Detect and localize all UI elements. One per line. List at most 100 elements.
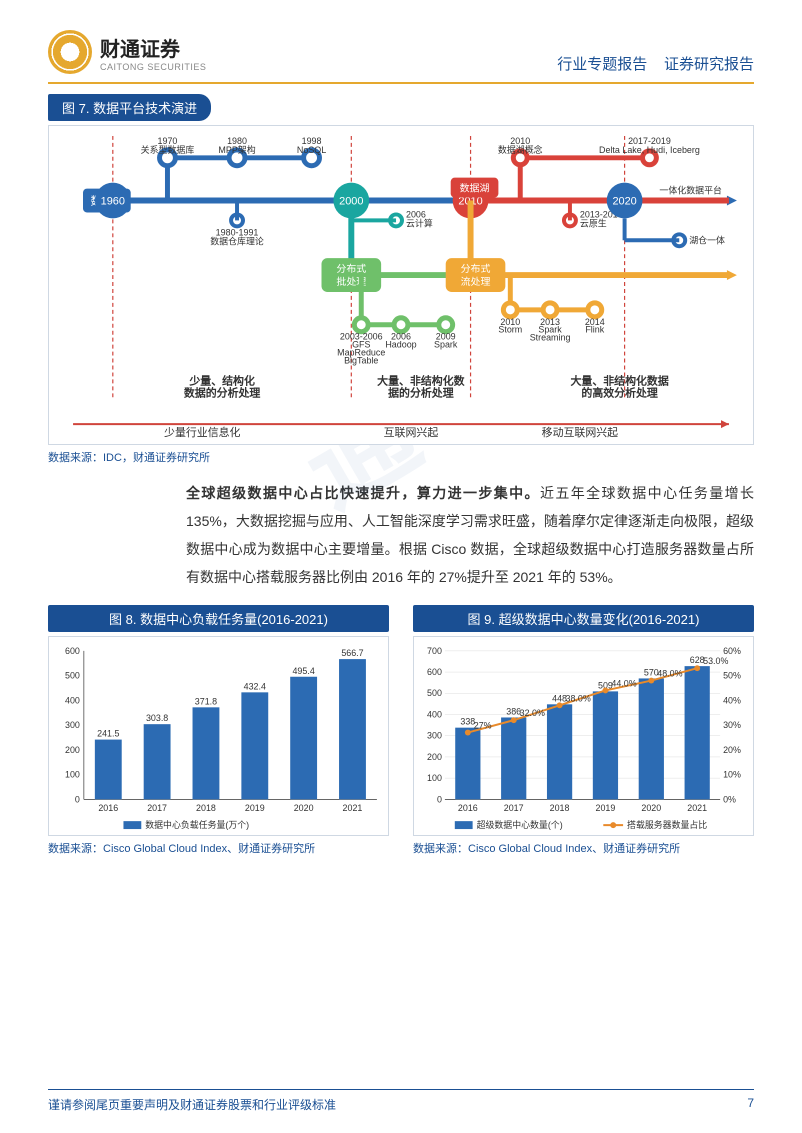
logo-block: 财通证券 CAITONG SECURITIES — [48, 30, 206, 74]
svg-text:0: 0 — [437, 794, 442, 804]
svg-text:0: 0 — [75, 794, 80, 804]
svg-text:53.0%: 53.0% — [703, 656, 728, 666]
svg-text:50%: 50% — [723, 671, 741, 681]
svg-text:1980-1991数据仓库理论: 1980-1991数据仓库理论 — [210, 227, 264, 246]
svg-text:200: 200 — [427, 752, 442, 762]
svg-text:2017: 2017 — [147, 803, 167, 813]
svg-text:1980MPP架构: 1980MPP架构 — [218, 136, 255, 155]
svg-text:2020: 2020 — [294, 803, 314, 813]
svg-text:432.4: 432.4 — [244, 681, 266, 691]
svg-text:2016: 2016 — [458, 803, 478, 813]
svg-text:100: 100 — [65, 770, 80, 780]
svg-text:2009Spark: 2009Spark — [434, 332, 458, 350]
svg-text:600: 600 — [65, 646, 80, 656]
svg-text:2017: 2017 — [504, 803, 524, 813]
svg-text:超级数据中心数量(个): 超级数据中心数量(个) — [477, 819, 563, 830]
svg-text:流处理: 流处理 — [461, 275, 491, 288]
svg-text:40%: 40% — [723, 695, 741, 705]
footer-rule — [48, 1089, 754, 1090]
svg-text:2018: 2018 — [196, 803, 216, 813]
svg-text:分布式: 分布式 — [461, 262, 491, 275]
svg-text:1960: 1960 — [101, 196, 125, 208]
svg-text:400: 400 — [427, 709, 442, 719]
svg-text:303.8: 303.8 — [146, 713, 168, 723]
svg-text:2013SparkStreaming: 2013SparkStreaming — [530, 317, 571, 343]
svg-text:2016: 2016 — [98, 803, 118, 813]
svg-text:大量、非结构化数据的分析处理: 大量、非结构化数据的分析处理 — [377, 373, 464, 399]
page-footer: 谨请参阅尾页重要声明及财通证券股票和行业评级标准 7 — [48, 1089, 754, 1113]
page-number: 7 — [747, 1096, 754, 1113]
svg-text:2006Hadoop: 2006Hadoop — [385, 332, 416, 350]
svg-text:500: 500 — [65, 671, 80, 681]
svg-text:分布式: 分布式 — [336, 262, 366, 275]
fig7-source: 数据来源：IDC，财通证券研究所 — [48, 449, 754, 465]
fig7-svg: 少量行业信息化 互联网兴起 移动互联网兴起 数据库 1970关系型数据库 198… — [49, 126, 753, 444]
fig9-source: 数据来源：Cisco Global Cloud Index、财通证券研究所 — [413, 840, 754, 856]
svg-text:湖仓一体: 湖仓一体 — [689, 234, 725, 245]
svg-text:少量、结构化数据的分析处理: 少量、结构化数据的分析处理 — [184, 373, 261, 399]
header-rule — [48, 82, 754, 84]
svg-text:一体化数据平台: 一体化数据平台 — [659, 185, 722, 196]
fig8-source: 数据来源：Cisco Global Cloud Index、财通证券研究所 — [48, 840, 389, 856]
svg-text:2010数据湖概念: 2010数据湖概念 — [498, 136, 543, 155]
two-chart-row: 图 8. 数据中心负载任务量(2016-2021) 0 100 200 300 400 5… — [48, 605, 754, 870]
svg-text:2003-2006GFSMapReduceBigTable: 2003-2006GFSMapReduceBigTable — [337, 332, 385, 366]
svg-text:1970关系型数据库: 1970关系型数据库 — [141, 136, 195, 155]
svg-text:300: 300 — [65, 720, 80, 730]
svg-text:2010Storm: 2010Storm — [498, 317, 522, 335]
svg-text:500: 500 — [427, 688, 442, 698]
svg-text:241.5: 241.5 — [97, 729, 119, 739]
svg-text:600: 600 — [427, 667, 442, 677]
header-right-2: 证券研究报告 — [664, 56, 754, 73]
svg-text:60%: 60% — [723, 646, 741, 656]
page-header: 财通证券 CAITONG SECURITIES 行业专题报告 证券研究报告 — [48, 30, 754, 74]
body-paragraph: 全球超级数据中心占比快速提升，算力进一步集中。近五年全球数据中心任务量增长 13… — [186, 479, 754, 591]
header-right: 行业专题报告 证券研究报告 — [557, 53, 754, 74]
fig9-col: 图 9. 超级数据中心数量变化(2016-2021) 0 100 200 300 400… — [413, 605, 754, 870]
svg-text:0%: 0% — [723, 794, 736, 804]
svg-text:371.8: 371.8 — [195, 696, 217, 706]
svg-text:700: 700 — [427, 646, 442, 656]
svg-text:数据湖: 数据湖 — [460, 182, 490, 195]
svg-text:20%: 20% — [723, 745, 741, 755]
fig9-chart: 0 100 200 300 400 500 600 700 0% 10% 20% 30% 40% 50% 6… — [413, 636, 754, 836]
svg-text:2014Flink: 2014Flink — [585, 317, 605, 335]
svg-text:少量行业信息化: 少量行业信息化 — [164, 425, 241, 439]
fig7-diagram: 少量行业信息化 互联网兴起 移动互联网兴起 数据库 1970关系型数据库 198… — [48, 125, 754, 445]
svg-text:2019: 2019 — [596, 803, 616, 813]
paragraph-bold: 全球超级数据中心占比快速提升，算力进一步集中。 — [186, 485, 540, 501]
svg-text:48.0%: 48.0% — [657, 669, 682, 679]
fig7-title-bar: 图 7. 数据平台技术演进 — [48, 94, 754, 121]
svg-text:互联网兴起: 互联网兴起 — [384, 426, 439, 439]
svg-text:27%: 27% — [474, 721, 492, 731]
logo-cn-text: 财通证券 — [100, 33, 206, 62]
svg-text:44.0%: 44.0% — [611, 679, 636, 689]
svg-text:32.0%: 32.0% — [520, 708, 545, 718]
svg-text:大量、非结构化数据的高效分析处理: 大量、非结构化数据的高效分析处理 — [570, 373, 668, 399]
svg-text:200: 200 — [65, 745, 80, 755]
svg-text:2018: 2018 — [550, 803, 570, 813]
header-right-1: 行业专题报告 — [557, 56, 647, 73]
svg-text:2019: 2019 — [245, 803, 265, 813]
svg-text:566.7: 566.7 — [341, 648, 363, 658]
svg-text:2020: 2020 — [641, 803, 661, 813]
svg-text:10%: 10% — [723, 770, 741, 780]
svg-text:38.0%: 38.0% — [566, 693, 591, 703]
logo-en-text: CAITONG SECURITIES — [100, 62, 206, 72]
fig8-title: 图 8. 数据中心负载任务量(2016-2021) — [48, 605, 389, 632]
svg-text:100: 100 — [427, 773, 442, 783]
svg-text:30%: 30% — [723, 720, 741, 730]
fig9-title: 图 9. 超级数据中心数量变化(2016-2021) — [413, 605, 754, 632]
svg-text:数据中心负载任务量(万个): 数据中心负载任务量(万个) — [145, 819, 249, 830]
fig8-chart: 0 100 200 300 400 500 600 241.5 2016 303.8 2017 371… — [48, 636, 389, 836]
svg-text:300: 300 — [427, 731, 442, 741]
svg-text:2017-2019Delta Lake, Hudi, Ice: 2017-2019Delta Lake, Hudi, Iceberg — [599, 136, 700, 155]
svg-text:2020: 2020 — [612, 196, 636, 208]
svg-text:2021: 2021 — [687, 803, 707, 813]
svg-text:2021: 2021 — [343, 803, 363, 813]
svg-text:搭载服务器数量占比: 搭载服务器数量占比 — [627, 819, 707, 830]
svg-text:1998NoSQL: 1998NoSQL — [297, 136, 326, 155]
svg-text:2006云计算: 2006云计算 — [406, 209, 433, 228]
svg-text:400: 400 — [65, 695, 80, 705]
svg-text:移动互联网兴起: 移动互联网兴起 — [542, 426, 619, 439]
